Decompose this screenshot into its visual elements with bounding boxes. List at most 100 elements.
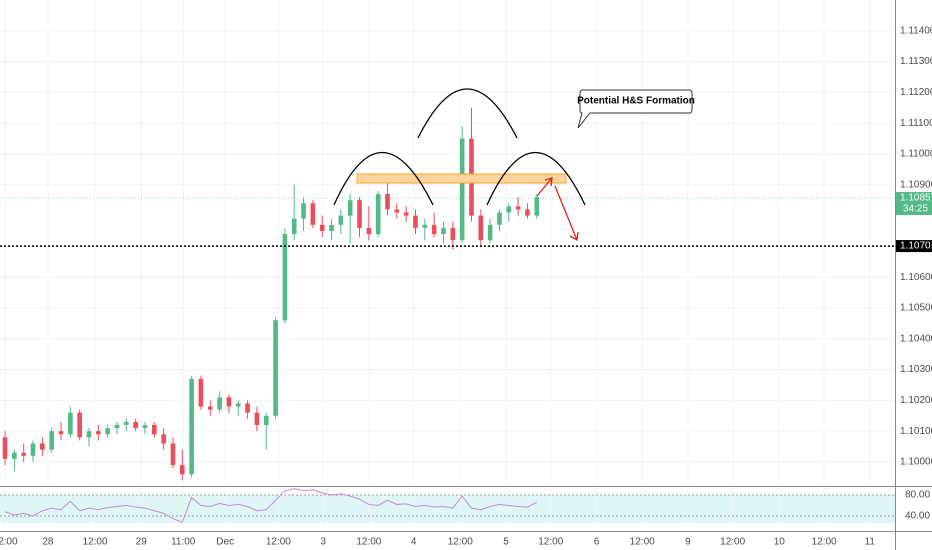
candle-body: [245, 403, 250, 413]
candle-body: [403, 212, 409, 216]
y-tick-label: 1.10600: [900, 272, 932, 283]
candle-body: [273, 320, 278, 416]
x-tick-label: 12:00: [448, 537, 473, 548]
x-tick-label: 12:00: [0, 537, 18, 548]
y-tick-label: 1.10100: [900, 426, 932, 437]
candle-body: [394, 209, 400, 213]
candle-body: [282, 234, 288, 321]
candle-body: [235, 403, 241, 407]
x-tick-label: 11: [865, 537, 876, 548]
candle-body: [487, 224, 493, 241]
candle-body: [226, 397, 232, 407]
candle-body: [198, 378, 204, 407]
x-tick-label: 28: [42, 537, 54, 548]
candle-body: [40, 443, 45, 450]
head: [417, 88, 518, 139]
x-tick-label: 12:00: [630, 537, 655, 548]
x-tick-label: 12:00: [812, 537, 837, 548]
candle-body: [114, 425, 120, 429]
x-tick-label: 12:00: [720, 537, 745, 548]
candle-body: [525, 209, 530, 216]
y-tick-label: 1.11200: [900, 87, 932, 98]
countdown: 34:25: [903, 204, 928, 215]
candle-body: [329, 224, 334, 231]
candle-body: [105, 428, 110, 435]
candle-body: [450, 227, 456, 241]
candle-body: [151, 425, 157, 435]
candle-body: [385, 194, 390, 210]
x-tick-label: 10: [774, 537, 786, 548]
left-shoulder: [333, 151, 434, 206]
candle-body: [347, 200, 353, 216]
candle-body: [357, 200, 362, 228]
candle-body: [96, 431, 101, 435]
candle-body: [375, 194, 381, 235]
candle-body: [161, 434, 166, 444]
candle-body: [217, 397, 222, 410]
candle-body: [506, 206, 512, 213]
y-tick-label: 1.11100: [900, 118, 932, 129]
candle-body: [319, 224, 325, 231]
candle-body: [413, 215, 418, 228]
candle-body: [189, 378, 194, 475]
candle-body: [534, 197, 540, 216]
rsi-tick-label: 80.00: [905, 490, 930, 501]
rsi-band: [0, 495, 895, 523]
x-tick-label: 12:00: [83, 537, 108, 548]
candle-body: [179, 465, 185, 475]
candle-body: [58, 431, 64, 435]
resistance-zone: [356, 173, 567, 184]
y-tick-label: 1.10500: [900, 303, 932, 314]
x-tick-label: 12:00: [356, 537, 381, 548]
candle-body: [2, 437, 8, 459]
candle-body: [49, 431, 54, 450]
candle-body: [12, 452, 17, 459]
y-tick-label: 1.11400: [900, 25, 932, 36]
y-tick-label: 1.10300: [900, 364, 932, 375]
candle-body: [431, 224, 437, 235]
candle-body: [459, 138, 465, 241]
candle-body: [133, 421, 138, 429]
candle-body: [310, 203, 316, 225]
right-shoulder: [486, 151, 586, 206]
candle-body: [366, 227, 372, 235]
last-price-label: 1.10857: [900, 193, 932, 204]
hline-label-bg: [896, 240, 932, 253]
candle-body: [515, 206, 521, 210]
candle-body: [263, 415, 269, 426]
callout: [577, 89, 693, 129]
candle-body: [142, 425, 148, 429]
x-tick-label: 4: [411, 537, 417, 548]
y-tick-label: 1.11000: [900, 149, 932, 160]
candle-body: [422, 224, 428, 228]
candle-body: [291, 218, 297, 235]
y-tick-label: 1.11300: [900, 56, 932, 67]
x-tick-label: 9: [685, 537, 691, 548]
candle-body: [77, 412, 82, 438]
candle-body: [478, 215, 484, 241]
rsi-tick-label: 40.00: [905, 511, 930, 522]
x-tick-label: 11:00: [171, 537, 196, 548]
projection-arrows: [536, 177, 579, 242]
candle-body: [254, 412, 260, 426]
candle-body: [301, 203, 306, 219]
candle-body: [68, 412, 73, 435]
candle-body: [170, 443, 176, 466]
x-tick-label: Dec: [216, 537, 234, 548]
x-tick-label: 29: [136, 537, 148, 548]
y-tick-label: 1.10400: [900, 333, 932, 344]
grid: [0, 0, 895, 530]
x-tick-label: 5: [503, 537, 509, 548]
drawings: Potential H&S Formation: [333, 88, 695, 242]
y-tick-label: 1.10000: [900, 457, 932, 468]
candle-body: [21, 452, 26, 456]
rsi-line: [4, 488, 538, 523]
candle-body: [86, 431, 92, 438]
axes: 1.10000 1.10100 1.10200 1.10300 1.10400 1.105…: [0, 25, 932, 548]
x-tick-label: 12:00: [538, 537, 563, 548]
y-tick-label: 1.10900: [900, 179, 932, 190]
candle-body: [441, 227, 446, 235]
